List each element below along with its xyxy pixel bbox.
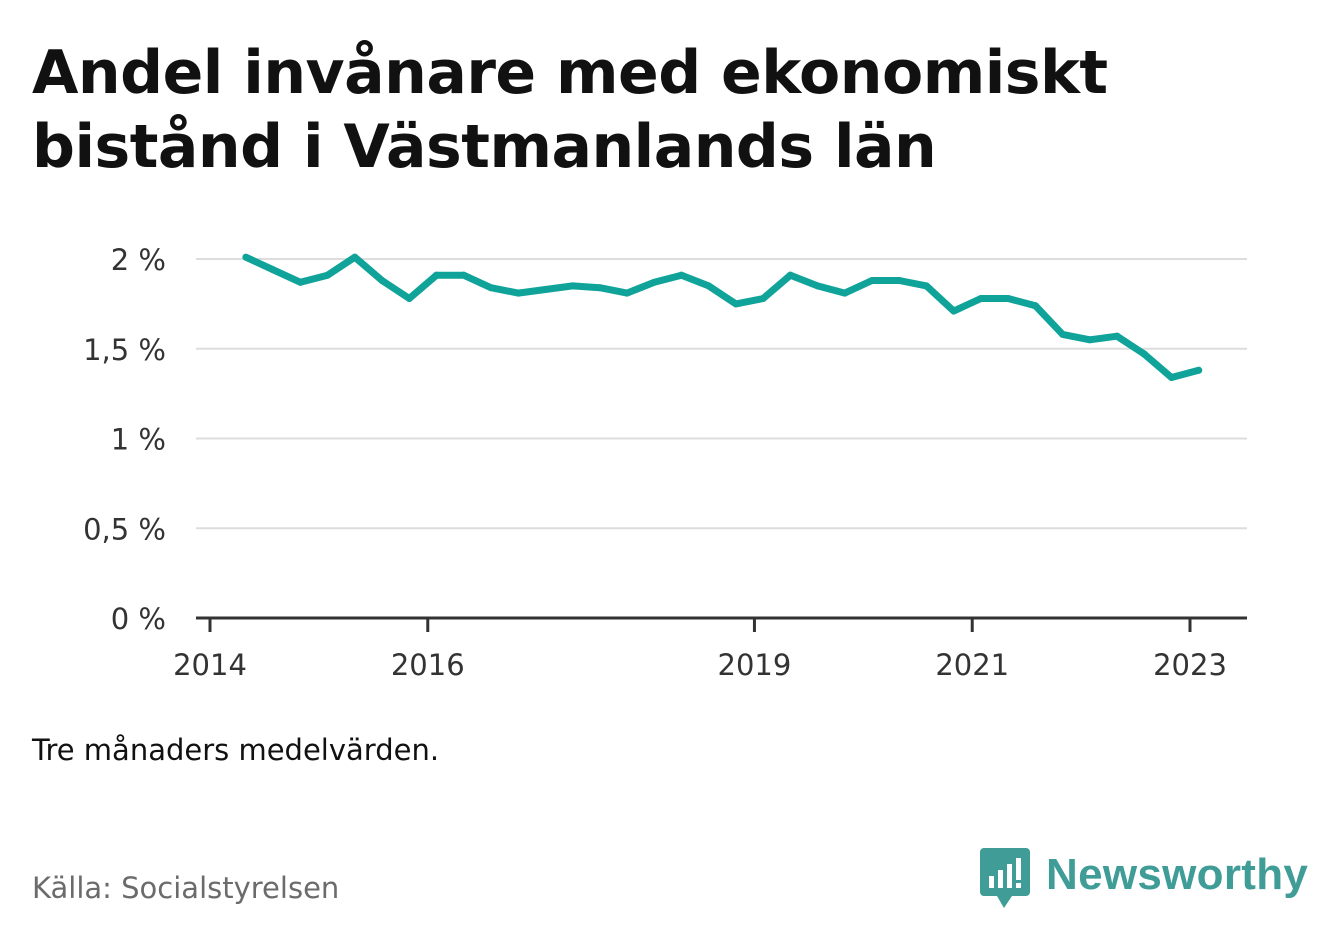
data-point <box>378 277 386 285</box>
series-line <box>242 253 1203 381</box>
x-tick-label: 2019 <box>718 648 792 682</box>
data-point <box>977 294 985 302</box>
data-point <box>1113 332 1121 340</box>
data-point <box>895 277 903 285</box>
data-point <box>705 282 713 290</box>
data-point <box>596 284 604 292</box>
y-tick-label: 2 % <box>111 243 166 277</box>
data-point <box>242 253 250 261</box>
x-tick-label: 2023 <box>1153 648 1227 682</box>
data-point <box>814 282 822 290</box>
newsworthy-chart-bubble-icon <box>980 848 1030 908</box>
data-point <box>759 294 767 302</box>
data-point <box>786 271 794 279</box>
data-point <box>1004 294 1012 302</box>
data-point <box>296 278 304 286</box>
data-point <box>1167 373 1175 381</box>
data-point <box>677 271 685 279</box>
data-point <box>569 282 577 290</box>
source-credit: Källa: Socialstyrelsen <box>32 871 340 905</box>
y-tick-label: 1,5 % <box>83 333 166 367</box>
data-point <box>514 289 522 297</box>
data-point <box>269 266 277 274</box>
data-point <box>950 307 958 315</box>
y-tick-label: 0 % <box>111 602 166 636</box>
data-point <box>841 289 849 297</box>
data-point <box>324 271 332 279</box>
data-point <box>1140 350 1148 358</box>
data-point <box>432 271 440 279</box>
newsworthy-logo: Newsworthy <box>980 848 1308 910</box>
y-tick-label: 0,5 % <box>83 512 166 546</box>
chart-note: Tre månaders medelvärden. <box>32 733 440 767</box>
brand-name: Newsworthy <box>1046 850 1309 899</box>
x-tick-label: 2021 <box>935 648 1009 682</box>
x-axis: 2014 2016 2019 2021 2023 <box>173 616 1247 682</box>
x-tick-label: 2016 <box>391 648 465 682</box>
data-point <box>1086 336 1094 344</box>
y-axis-tick-labels: 0 % 0,5 % 1 % 1,5 % 2 % <box>83 243 166 636</box>
data-point <box>1031 302 1039 310</box>
data-point <box>460 271 468 279</box>
data-point <box>541 286 549 294</box>
data-point <box>650 278 658 286</box>
chart-title: Andel invånare med ekonomiskt bistånd i … <box>32 38 1108 182</box>
data-point <box>1059 330 1067 338</box>
data-point <box>487 284 495 292</box>
data-point <box>351 253 359 261</box>
gridlines <box>196 258 1247 530</box>
x-tick-label: 2014 <box>173 648 247 682</box>
data-point <box>732 300 740 308</box>
data-point <box>922 282 930 290</box>
data-point <box>623 289 631 297</box>
data-point <box>1195 366 1203 374</box>
y-tick-label: 1 % <box>111 423 166 457</box>
data-point <box>868 277 876 285</box>
series-layer <box>242 253 1203 381</box>
data-point <box>405 294 413 302</box>
